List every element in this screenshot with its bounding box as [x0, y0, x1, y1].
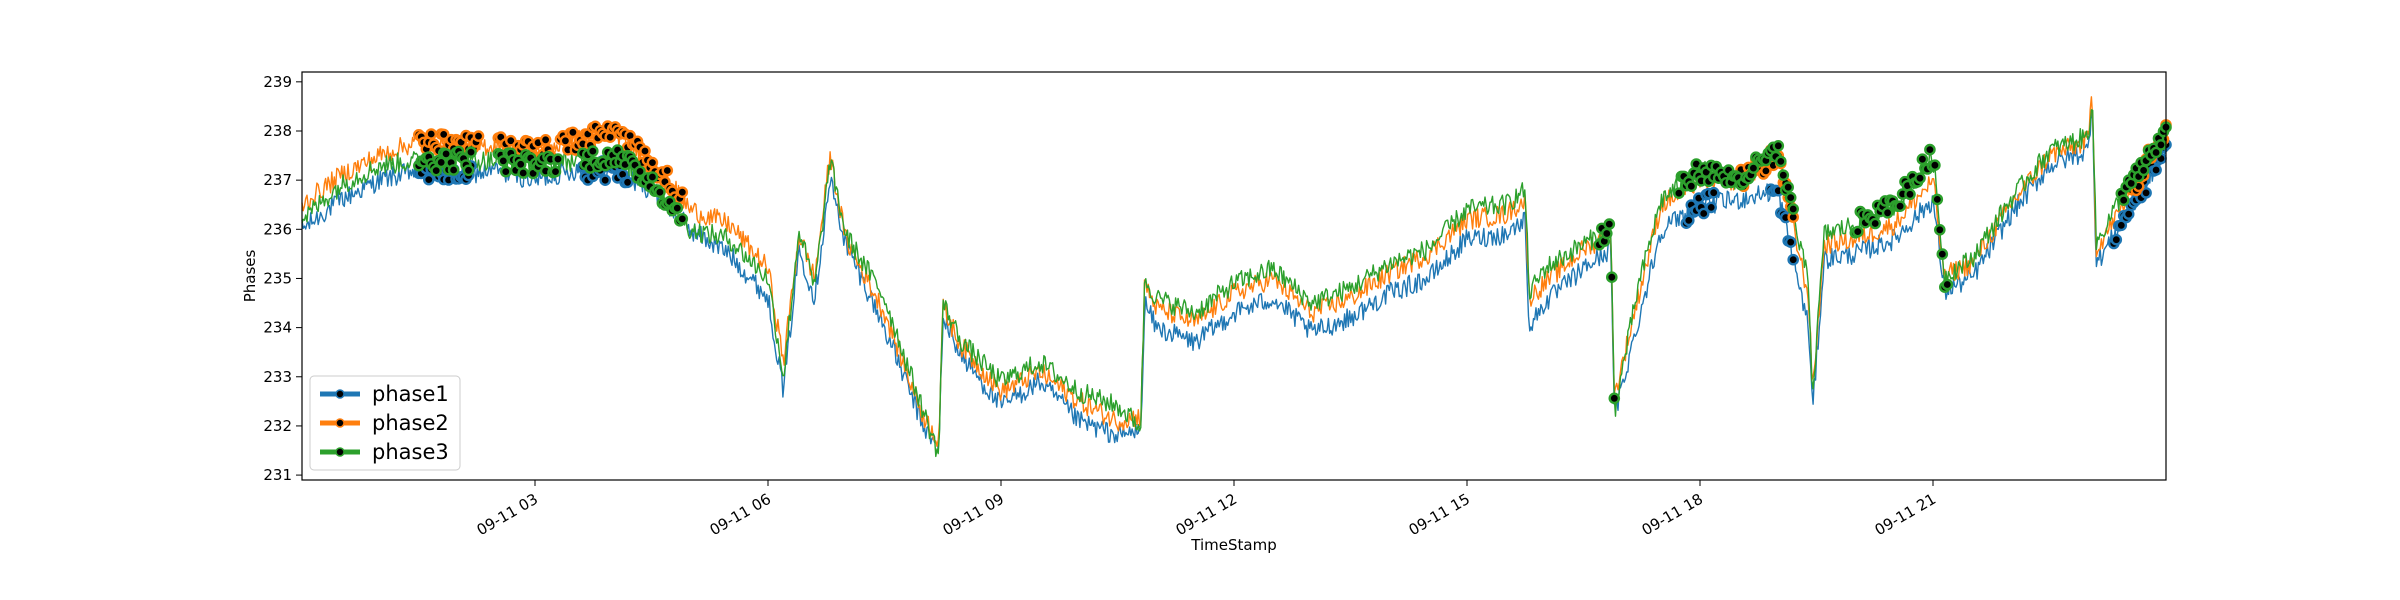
marker-point-phase2 [661, 164, 674, 177]
marker-point-phase3 [1904, 188, 1916, 201]
marker-point-phase1 [2150, 164, 2162, 176]
marker-point-phase3 [499, 165, 512, 178]
legend-label-phase1: phase1 [372, 382, 449, 406]
marker-point-phase3 [1747, 162, 1760, 174]
marker-point-phase3 [1784, 191, 1797, 204]
marker-point-phase3 [1608, 392, 1621, 405]
legend-label-phase3: phase3 [372, 440, 449, 464]
marker-point-phase1 [1707, 186, 1720, 199]
marker-point-phase3 [587, 145, 599, 157]
marker-point-phase1 [1787, 253, 1799, 266]
marker-point-phase3 [1936, 248, 1949, 260]
marker-point-phase3 [1606, 271, 1618, 284]
y-tick-label: 233 [263, 368, 292, 386]
marker-point-phase3 [1931, 193, 1944, 206]
y-tick-label: 232 [263, 417, 292, 435]
legend: phase1 phase2 phase3 [309, 375, 461, 471]
marker-point-phase3 [1934, 223, 1946, 236]
legend-marker-phase1 [335, 389, 345, 399]
marker-point-phase3 [549, 165, 562, 178]
y-tick-label: 239 [263, 73, 292, 91]
marker-point-phase3 [430, 164, 443, 177]
marker-layer [412, 119, 2172, 405]
y-tick-label: 238 [263, 122, 292, 140]
marker-point-phase3 [1881, 206, 1894, 219]
y-tick-label: 231 [263, 466, 292, 484]
marker-point-phase3 [552, 153, 564, 165]
marker-point-phase3 [1782, 181, 1794, 193]
marker-point-phase3 [1603, 218, 1616, 230]
y-tick-label: 234 [263, 319, 292, 337]
legend-label-phase2: phase2 [372, 411, 449, 435]
marker-point-phase3 [1916, 153, 1929, 165]
marker-point-phase1 [599, 174, 612, 186]
x-axis-title: TimeStamp [1190, 536, 1276, 554]
marker-point-phase1 [422, 173, 435, 186]
marker-point-phase3 [1929, 159, 1941, 171]
marker-point-phase3 [671, 202, 684, 214]
marker-point-phase2 [425, 128, 438, 140]
marker-point-phase2 [639, 145, 651, 157]
marker-point-phase2 [437, 128, 450, 141]
marker-point-phase3 [1941, 278, 1954, 291]
marker-point-phase3 [465, 146, 477, 158]
marker-point-phase1 [2110, 233, 2123, 246]
marker-point-phase3 [654, 186, 666, 198]
y-tick-label: 237 [263, 171, 292, 189]
marker-point-phase3 [1685, 180, 1698, 192]
marker-point-phase1 [621, 176, 634, 189]
marker-point-phase3 [1914, 172, 1926, 184]
marker-point-phase3 [1772, 139, 1785, 152]
marker-point-phase1 [2140, 187, 2152, 199]
marker-point-phase3 [1673, 187, 1685, 199]
legend-marker-phase3 [335, 447, 345, 457]
marker-point-phase3 [1924, 143, 1936, 156]
y-axis-title: Phases [241, 250, 259, 303]
marker-point-phase1 [1705, 201, 1717, 214]
marker-point-phase3 [1601, 227, 1613, 240]
marker-point-phase2 [567, 126, 579, 139]
marker-point-phase2 [646, 156, 659, 169]
marker-point-phase2 [676, 186, 689, 198]
marker-point-phase3 [676, 213, 689, 225]
marker-point-phase1 [1683, 214, 1695, 227]
y-axis: 231 232 233 234 235 236 237 238 239 [263, 73, 302, 484]
marker-point-phase3 [1777, 169, 1790, 181]
marker-point-phase3 [1852, 225, 1864, 238]
y-tick-label: 235 [263, 269, 292, 287]
marker-point-phase3 [447, 164, 460, 176]
marker-point-phase3 [462, 164, 475, 177]
y-tick-label: 236 [263, 220, 292, 238]
marker-point-phase3 [2117, 194, 2130, 206]
legend-marker-phase2 [335, 418, 345, 428]
marker-point-phase3 [517, 167, 530, 179]
marker-point-phase3 [1894, 200, 1906, 212]
marker-point-phase3 [2137, 164, 2150, 177]
marker-point-phase3 [1869, 217, 1881, 230]
marker-point-phase3 [1787, 203, 1799, 215]
marker-point-phase1 [1784, 236, 1797, 248]
marker-point-phase3 [2155, 139, 2167, 151]
marker-point-phase3 [1775, 155, 1787, 168]
marker-point-phase3 [646, 171, 659, 183]
marker-point-phase3 [634, 165, 646, 178]
marker-point-phase2 [472, 130, 485, 142]
legend-box [309, 375, 461, 471]
marker-point-phase1 [1697, 207, 1710, 220]
marker-point-phase2 [539, 133, 552, 146]
